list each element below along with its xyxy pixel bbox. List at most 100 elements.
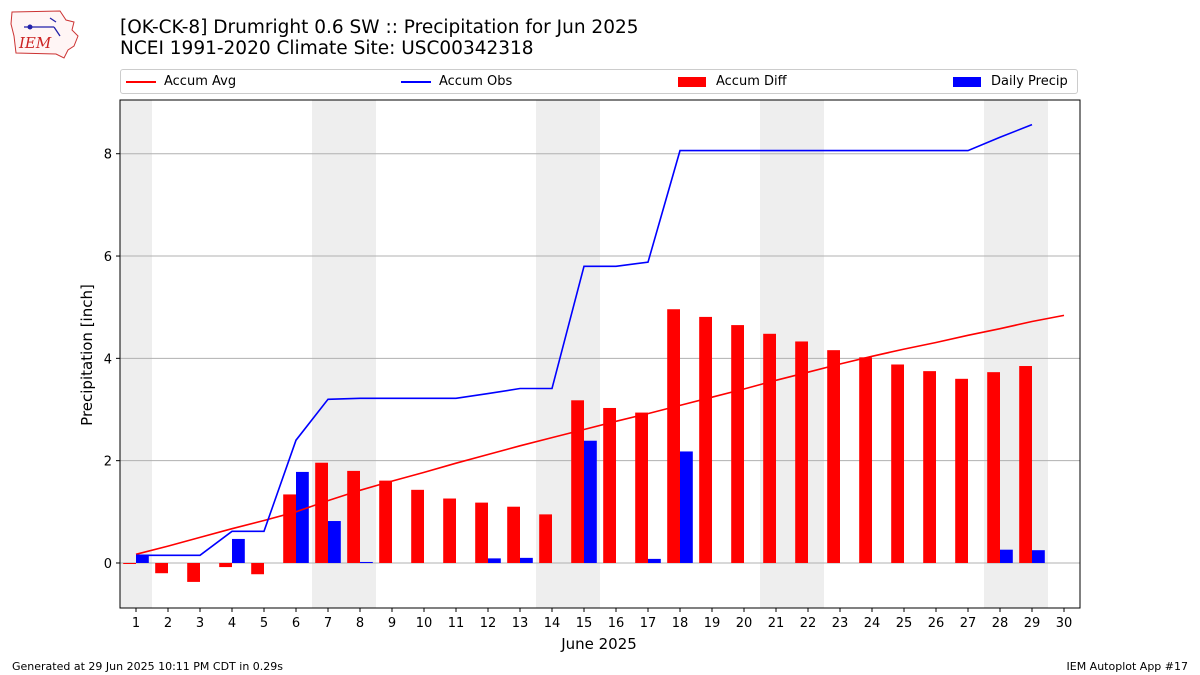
daily-precip-bar-15 [584, 440, 597, 563]
daily-precip-bar-6 [296, 471, 309, 563]
x-tick-label-19: 19 [704, 616, 721, 631]
generated-timestamp: Generated at 29 Jun 2025 10:11 PM CDT in… [12, 660, 284, 673]
y-axis-label: Precipitation [inch] [78, 284, 96, 426]
daily-precip-bar-7 [328, 521, 341, 563]
legend-label-obs: Accum Obs [439, 74, 513, 89]
x-tick-label-29: 29 [1024, 616, 1041, 631]
legend-accum-avg: Accum Avg [126, 74, 236, 89]
x-tick-label-18: 18 [672, 616, 689, 631]
legend-swatch-avg [126, 80, 156, 83]
x-tick-label-23: 23 [832, 616, 849, 631]
accum-diff-bar-5 [251, 562, 264, 575]
daily-precip-bar-1 [136, 555, 149, 563]
x-tick-label-22: 22 [800, 616, 817, 631]
x-tick-label-28: 28 [992, 616, 1009, 631]
y-tick-label-6: 6 [104, 250, 112, 265]
x-tick-label-26: 26 [928, 616, 945, 631]
legend-accum-diff: Accum Diff [678, 74, 787, 89]
accum-diff-bar-11 [443, 498, 456, 563]
accum-diff-bar-10 [411, 489, 424, 563]
accum-diff-bar-4 [219, 562, 232, 568]
accum-diff-bar-28 [987, 372, 1000, 563]
x-tick-label-7: 7 [324, 616, 332, 631]
x-tick-label-1: 1 [132, 616, 140, 631]
x-tick-label-17: 17 [640, 616, 657, 631]
x-axis-label: June 2025 [560, 635, 637, 653]
accum-diff-bar-8 [347, 470, 360, 563]
accum-diff-bar-16 [603, 407, 616, 563]
accum-avg-line [135, 314, 1065, 556]
x-tick-label-9: 9 [388, 616, 396, 631]
legend-label-diff: Accum Diff [716, 74, 787, 89]
accum-diff-bar-2 [155, 562, 168, 574]
x-tick-label-16: 16 [608, 616, 625, 631]
y-tick-label-4: 4 [104, 352, 112, 367]
accum-diff-bar-20 [731, 325, 744, 563]
x-tick-label-27: 27 [960, 616, 977, 631]
daily-precip-bar-29 [1032, 550, 1045, 563]
plot-frame [119, 99, 1081, 609]
legend-accum-obs: Accum Obs [401, 74, 512, 89]
iem-logo: IEM [10, 10, 79, 59]
accum-diff-bar-18 [667, 309, 680, 563]
x-tick-label-21: 21 [768, 616, 785, 631]
weekend-shade-day-1 [120, 100, 152, 608]
legend-swatch-daily [953, 76, 981, 87]
x-tick-label-10: 10 [416, 616, 433, 631]
x-tick-label-20: 20 [736, 616, 753, 631]
accum-diff-bar-9 [379, 480, 392, 563]
accum-diff-bar-24 [859, 357, 872, 563]
accum-diff-bar-21 [763, 333, 776, 563]
y-tick-label-0: 0 [104, 557, 112, 572]
x-tick-label-4: 4 [228, 616, 236, 631]
chart-title: [OK-CK-8] Drumright 0.6 SW :: Precipitat… [120, 17, 639, 59]
daily-precip-bar-8 [360, 561, 373, 563]
accum-diff-bar-14 [539, 514, 552, 563]
daily-precip-bar-17 [648, 558, 661, 563]
accum-diff-bar-22 [795, 341, 808, 563]
accum-diff-bar-13 [507, 506, 520, 563]
daily-precip-bar-13 [520, 557, 533, 563]
accum-diff-bar-26 [923, 371, 936, 563]
chart-legend: Accum Avg Accum Obs Accum Diff Daily Pre… [120, 69, 1078, 94]
accum-diff-bar-19 [699, 316, 712, 563]
x-tick-label-11: 11 [448, 616, 465, 631]
accum-diff-bar-27 [955, 378, 968, 563]
accum-diff-bar-25 [891, 364, 904, 563]
accum-diff-bar-15 [571, 400, 584, 563]
x-tick-label-12: 12 [480, 616, 497, 631]
y-tick-label-2: 2 [104, 455, 112, 470]
accum-diff-bar-23 [827, 350, 840, 563]
x-tick-label-15: 15 [576, 616, 593, 631]
accum-diff-bar-1 [123, 562, 136, 565]
logo-text: IEM [18, 34, 52, 52]
accum-diff-bar-6 [283, 494, 296, 563]
legend-swatch-obs [401, 80, 431, 83]
accum-obs-line [136, 123, 1033, 557]
x-tick-label-30: 30 [1056, 616, 1073, 631]
x-tick-label-24: 24 [864, 616, 881, 631]
daily-precip-bar-4 [232, 538, 245, 563]
bar-marks [123, 309, 1045, 582]
accum-diff-bar-7 [315, 462, 328, 563]
title-line-1: [OK-CK-8] Drumright 0.6 SW :: Precipitat… [120, 17, 639, 38]
accum-diff-bar-3 [187, 562, 200, 582]
x-tick-label-14: 14 [544, 616, 561, 631]
legend-label-avg: Accum Avg [164, 74, 237, 89]
x-tick-label-5: 5 [260, 616, 268, 631]
x-tick-label-2: 2 [164, 616, 172, 631]
daily-precip-bar-18 [680, 451, 693, 563]
x-tick-label-25: 25 [896, 616, 913, 631]
x-tick-label-3: 3 [196, 616, 204, 631]
daily-precip-bar-28 [1000, 549, 1013, 563]
legend-label-daily: Daily Precip [991, 74, 1068, 89]
legend-daily-precip: Daily Precip [953, 74, 1068, 89]
accum-diff-bar-17 [635, 412, 648, 563]
line-marks [135, 123, 1065, 557]
accum-diff-bar-29 [1019, 366, 1032, 563]
app-credit: IEM Autoplot App #17 [1066, 660, 1189, 673]
legend-swatch-diff [678, 76, 706, 87]
daily-precip-bar-12 [488, 558, 501, 563]
